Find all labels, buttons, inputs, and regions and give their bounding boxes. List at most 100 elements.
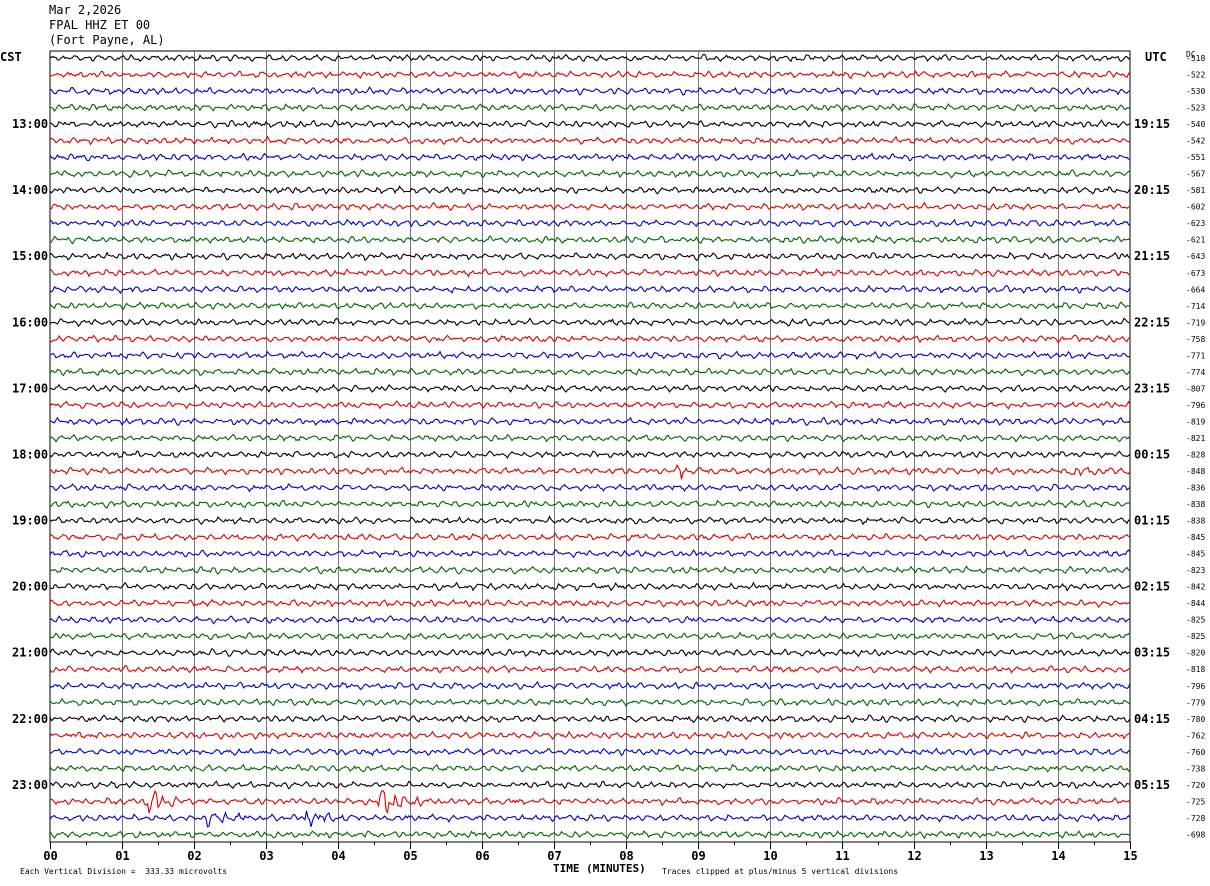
dc-offset-label: -522: [1186, 71, 1205, 80]
x-tick-label: 09: [691, 849, 705, 863]
dc-offset-label: -838: [1186, 517, 1205, 526]
x-tick-label: 00: [43, 849, 57, 863]
trace-row-21: [49, 400, 1131, 410]
dc-offset-label: -838: [1186, 500, 1205, 509]
division-note: Each Vertical Division = 333.33 microvol…: [20, 867, 228, 876]
right-hour-label: 05:15: [1134, 778, 1170, 792]
left-hour-label: 15:00: [12, 249, 48, 263]
dc-offset-label: -758: [1186, 335, 1205, 344]
trace-row-31: [49, 565, 1131, 575]
dc-offset-label: -542: [1186, 137, 1205, 146]
dc-offset-label: -720: [1186, 781, 1205, 790]
trace-row-45: [49, 789, 1131, 815]
dc-offset-label: -523: [1186, 104, 1205, 113]
x-tick-label: 10: [763, 849, 777, 863]
trace-row-8: [49, 185, 1131, 195]
dc-offset-label: -623: [1186, 219, 1205, 228]
dc-offset-label: -551: [1186, 153, 1205, 162]
left-hour-label: 23:00: [12, 778, 48, 792]
dc-offset-label: -825: [1186, 632, 1205, 641]
x-tick-label: 06: [475, 849, 489, 863]
dc-offset-label: -643: [1186, 252, 1205, 261]
left-timezone-label: CST: [0, 50, 22, 64]
station-label: FPAL HHZ ET 00: [49, 18, 151, 32]
x-tick-label: 12: [907, 849, 921, 863]
right-hour-label: 21:15: [1134, 249, 1170, 263]
trace-row-12: [49, 251, 1131, 262]
dc-offset-label: -760: [1186, 748, 1205, 757]
trace-row-44: [49, 780, 1131, 790]
right-hour-label: 01:15: [1134, 514, 1170, 528]
dc-offset-label: -540: [1186, 120, 1205, 129]
trace-row-27: [49, 499, 1131, 509]
dc-offset-label: -818: [1186, 665, 1205, 674]
dc-offset-label: -518: [1186, 54, 1205, 63]
trace-row-23: [49, 433, 1131, 443]
trace-row-42: [49, 747, 1131, 757]
dc-offset-label: -728: [1186, 814, 1205, 823]
x-tick-label: 08: [619, 849, 633, 863]
left-hour-label: 21:00: [12, 646, 48, 660]
dc-offset-label: -842: [1186, 583, 1205, 592]
location-label: (Fort Payne, AL): [49, 33, 165, 47]
trace-row-3: [50, 103, 1131, 113]
trace-row-37: [49, 664, 1131, 674]
trace-row-28: [49, 515, 1131, 526]
dc-offset-label: -725: [1186, 797, 1205, 806]
dc-offset-label: -845: [1186, 533, 1205, 542]
trace-row-14: [49, 284, 1131, 295]
right-hour-label: 02:15: [1134, 580, 1170, 594]
right-hour-label: 19:15: [1134, 117, 1170, 131]
right-hour-label: 00:15: [1134, 447, 1170, 461]
left-hour-label: 20:00: [12, 580, 48, 594]
trace-row-41: [49, 730, 1131, 741]
x-tick-label: 14: [1051, 849, 1065, 863]
trace-row-30: [49, 548, 1131, 559]
trace-row-20: [49, 383, 1131, 394]
dc-offset-label: -581: [1186, 186, 1205, 195]
dc-offset-label: -825: [1186, 616, 1205, 625]
dc-offset-label: -774: [1186, 368, 1205, 377]
clip-note: Traces clipped at plus/minus 5 vertical …: [662, 867, 899, 876]
right-hour-label: 20:15: [1134, 183, 1170, 197]
dc-offset-label: -771: [1186, 351, 1205, 360]
trace-row-13: [49, 268, 1131, 278]
dc-offset-label: -621: [1186, 236, 1205, 245]
trace-row-7: [49, 168, 1130, 179]
trace-row-0: [49, 53, 1131, 63]
trace-row-34: [49, 615, 1131, 625]
trace-row-16: [49, 317, 1131, 328]
dc-offset-label: -828: [1186, 450, 1205, 459]
trace-row-22: [49, 416, 1131, 427]
x-axis-label: TIME (MINUTES): [553, 862, 646, 875]
trace-row-2: [49, 86, 1131, 96]
trace-row-24: [49, 450, 1131, 460]
dc-offset-label: -719: [1186, 318, 1205, 327]
x-tick-label: 11: [835, 849, 849, 863]
trace-row-33: [49, 598, 1131, 609]
dc-offset-label: -664: [1186, 285, 1205, 294]
date-label: Mar 2,2026: [49, 3, 122, 17]
x-tick-label: 04: [331, 849, 345, 863]
dc-offset-label: -780: [1186, 715, 1205, 724]
trace-row-39: [49, 697, 1131, 708]
trace-row-26: [49, 483, 1131, 493]
left-hour-label: 14:00: [12, 183, 48, 197]
trace-row-47: [49, 830, 1131, 840]
plot-frame: [49, 50, 1131, 843]
x-tick-label: 02: [187, 849, 201, 863]
dc-offset-label: -779: [1186, 698, 1205, 707]
dc-offset-label: -602: [1186, 203, 1205, 212]
x-tick-label: 01: [115, 849, 129, 863]
left-hour-label: 22:00: [12, 712, 48, 726]
right-hour-label: 04:15: [1134, 712, 1170, 726]
trace-row-43: [49, 763, 1131, 773]
dc-offset-label: -836: [1186, 484, 1205, 493]
dc-offset-label: -698: [1186, 830, 1205, 839]
right-timezone-label: UTC: [1145, 50, 1167, 64]
dc-offset-label: -796: [1186, 682, 1205, 691]
right-hour-label: 23:15: [1134, 381, 1170, 395]
x-tick-label: 05: [403, 849, 417, 863]
trace-row-1: [49, 70, 1131, 80]
trace-row-25: [49, 463, 1131, 480]
